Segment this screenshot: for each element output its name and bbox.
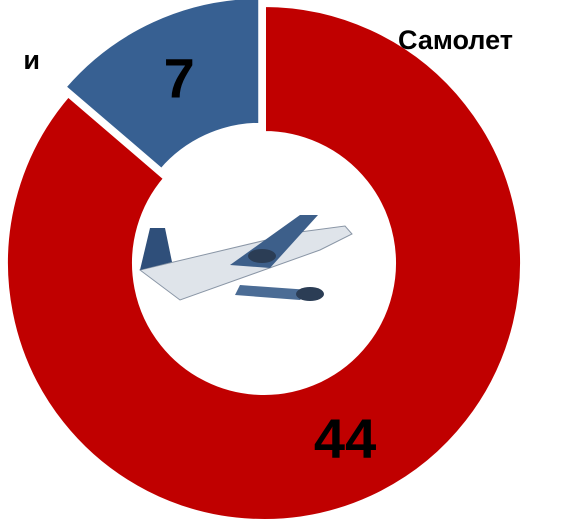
slice bbox=[4, 2, 524, 523]
engine bbox=[248, 249, 276, 263]
category-label: и bbox=[23, 45, 40, 75]
wing bbox=[235, 285, 310, 300]
category-label: Самолет bbox=[398, 25, 513, 55]
airplane-image bbox=[138, 215, 353, 301]
value-label: 44 bbox=[314, 407, 376, 470]
value-label: 7 bbox=[164, 46, 195, 109]
engine bbox=[296, 287, 324, 301]
tail bbox=[140, 228, 172, 270]
slice bbox=[61, 0, 263, 174]
